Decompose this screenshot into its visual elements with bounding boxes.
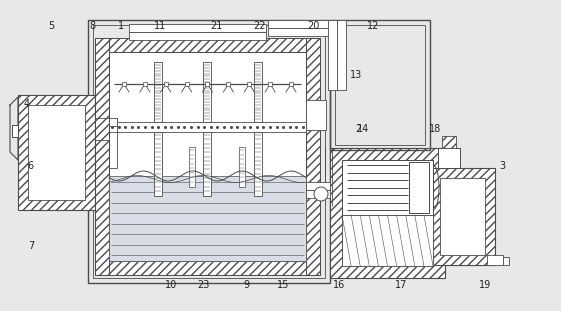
Text: 8: 8 <box>90 21 95 31</box>
Bar <box>12 125 18 137</box>
Text: 15: 15 <box>277 280 289 290</box>
Bar <box>306 182 330 190</box>
Bar <box>254 62 262 122</box>
Bar <box>306 190 330 198</box>
Bar <box>189 147 195 187</box>
Text: 14: 14 <box>357 124 370 134</box>
Bar <box>342 215 433 266</box>
Bar <box>430 168 495 265</box>
Bar <box>109 52 306 261</box>
Text: 18: 18 <box>429 124 441 134</box>
Bar <box>95 261 320 275</box>
Bar <box>205 82 209 86</box>
Text: 3: 3 <box>499 161 505 171</box>
Text: 12: 12 <box>367 21 379 31</box>
Circle shape <box>314 187 328 201</box>
Text: 7: 7 <box>27 241 34 251</box>
Text: 21: 21 <box>210 21 222 31</box>
Bar <box>342 160 433 215</box>
Bar <box>503 257 509 265</box>
Bar <box>330 148 445 278</box>
Bar <box>268 20 338 28</box>
Bar <box>109 176 306 261</box>
Bar <box>109 122 306 132</box>
Bar <box>203 132 211 196</box>
Text: 13: 13 <box>350 70 362 80</box>
Bar <box>487 255 503 265</box>
Text: 9: 9 <box>244 280 250 290</box>
Bar <box>337 20 346 90</box>
Bar <box>18 95 95 210</box>
Bar <box>440 178 485 255</box>
Text: 2: 2 <box>355 124 361 134</box>
Bar <box>254 132 262 196</box>
Bar <box>143 82 147 86</box>
Bar <box>409 162 429 213</box>
Bar <box>154 132 162 196</box>
Text: 20: 20 <box>307 21 319 31</box>
Bar <box>306 100 326 130</box>
Text: 17: 17 <box>395 280 407 290</box>
Bar <box>306 38 320 275</box>
Bar <box>247 82 251 86</box>
Text: 22: 22 <box>253 21 265 31</box>
Bar <box>342 160 433 266</box>
Bar <box>164 82 168 86</box>
Bar <box>93 25 325 278</box>
Bar <box>95 38 109 275</box>
Bar <box>88 20 330 283</box>
Bar <box>129 32 266 40</box>
Bar <box>185 82 188 86</box>
Text: 16: 16 <box>333 280 346 290</box>
Bar <box>154 62 162 122</box>
Bar <box>268 82 272 86</box>
Text: 19: 19 <box>479 280 491 290</box>
Text: 6: 6 <box>28 161 34 171</box>
Bar <box>239 147 245 187</box>
Bar <box>328 20 337 90</box>
Bar <box>203 62 211 122</box>
Text: 10: 10 <box>165 280 177 290</box>
Text: 1: 1 <box>118 21 123 31</box>
Bar <box>335 25 425 145</box>
Bar <box>129 24 266 32</box>
Bar <box>95 38 320 52</box>
Bar <box>289 82 293 86</box>
Text: 11: 11 <box>154 21 166 31</box>
Text: 23: 23 <box>197 280 210 290</box>
Bar <box>109 118 117 126</box>
Bar <box>227 82 231 86</box>
Text: 4: 4 <box>24 99 30 109</box>
Bar <box>122 82 126 86</box>
Text: 5: 5 <box>48 21 55 31</box>
Bar <box>28 105 85 200</box>
Bar <box>442 136 456 148</box>
Bar <box>268 28 338 36</box>
Bar <box>330 20 430 150</box>
Bar <box>438 148 460 168</box>
